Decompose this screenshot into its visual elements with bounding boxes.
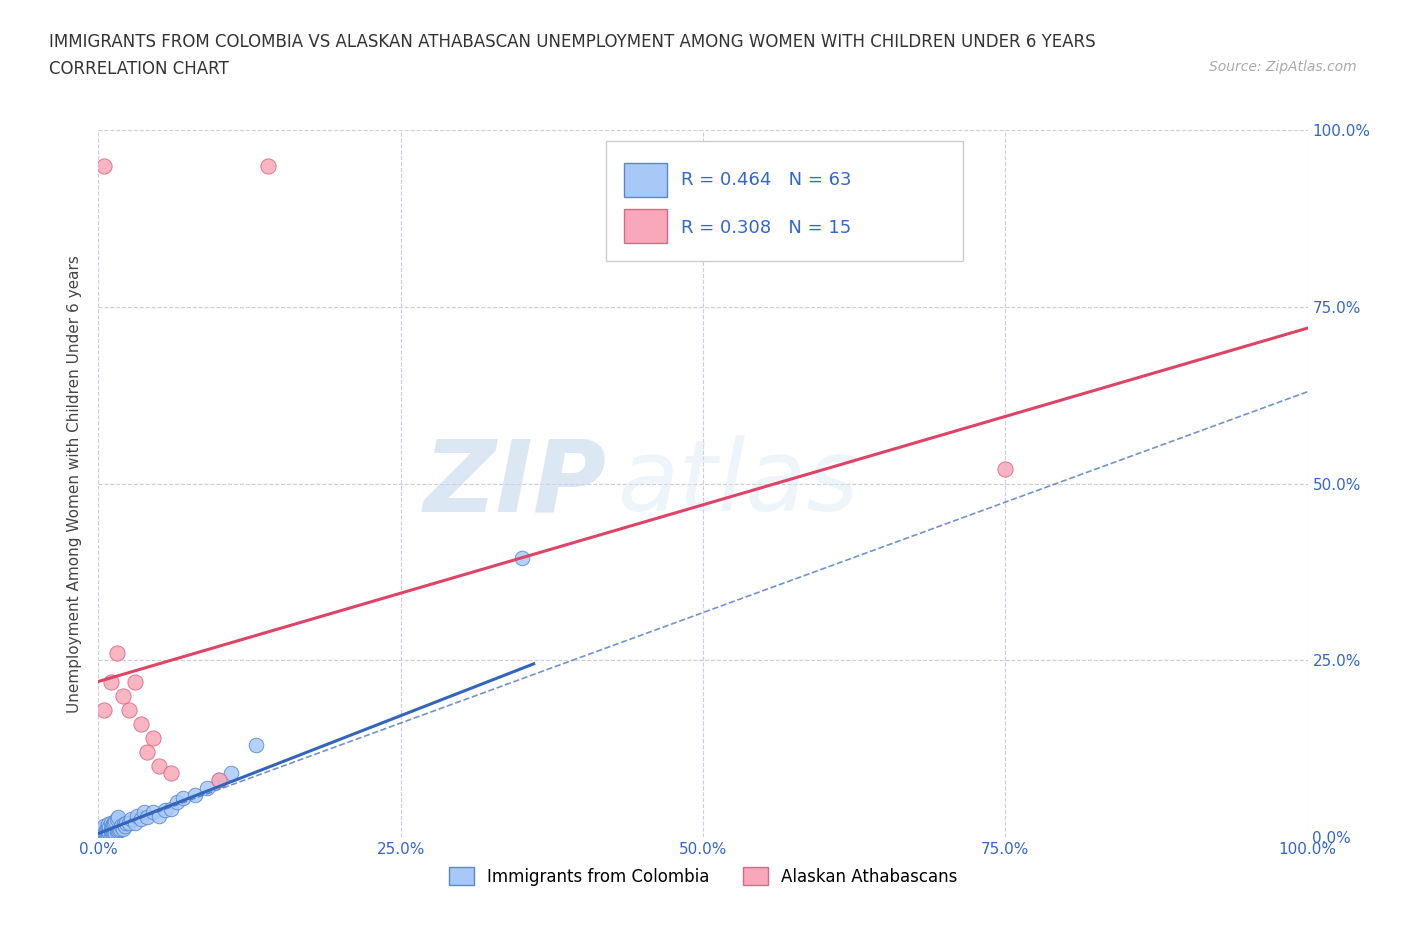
Point (118, 702, 141, 717)
Text: ZIP: ZIP (423, 435, 606, 532)
Point (110, 819, 132, 834)
Point (153, 803, 176, 817)
Text: CORRELATION CHART: CORRELATION CHART (49, 60, 229, 78)
Point (91, 825, 114, 840)
Text: Source: ZipAtlas.com: Source: ZipAtlas.com (1209, 60, 1357, 74)
Point (111, 821, 134, 836)
Point (89, 828, 111, 843)
Point (100, 822, 122, 837)
FancyBboxPatch shape (624, 164, 666, 197)
Point (97, 828, 120, 843)
Point (134, 804, 156, 819)
Point (89, 830, 111, 844)
Point (93, 826, 115, 841)
Point (245, 737, 267, 752)
Point (994, 462, 1017, 477)
Point (96, 821, 118, 836)
Point (135, 810, 157, 825)
Point (93, 702, 115, 717)
Point (107, 824, 129, 839)
Point (91, 822, 114, 837)
Point (98, 819, 121, 834)
Point (160, 802, 183, 817)
Point (90, 830, 112, 844)
Point (101, 827, 124, 842)
Point (97, 824, 120, 839)
Point (195, 780, 218, 795)
Y-axis label: Unemployment Among Women with Children Under 6 years: Unemployment Among Women with Children U… (67, 255, 83, 712)
Text: IMMIGRANTS FROM COLOMBIA VS ALASKAN ATHABASCAN UNEMPLOYMENT AMONG WOMEN WITH CHI: IMMIGRANTS FROM COLOMBIA VS ALASKAN ATHA… (49, 33, 1095, 50)
Point (108, 821, 131, 836)
Point (93, 830, 115, 844)
Point (510, 551, 533, 565)
Point (103, 825, 125, 840)
Point (97, 817, 120, 831)
Point (160, 766, 183, 781)
Point (124, 816, 146, 830)
Point (93, 158, 115, 173)
Point (111, 688, 134, 703)
Point (91, 827, 114, 842)
Point (184, 787, 207, 802)
Point (135, 745, 157, 760)
Point (172, 790, 194, 805)
Point (90, 826, 112, 841)
Point (115, 816, 138, 830)
Point (105, 645, 128, 660)
Point (118, 816, 141, 830)
Point (142, 731, 165, 746)
Legend: Immigrants from Colombia, Alaskan Athabascans: Immigrants from Colombia, Alaskan Athaba… (441, 861, 965, 892)
Point (91, 830, 114, 844)
Text: atlas: atlas (619, 435, 860, 532)
Point (124, 674, 146, 689)
Text: R = 0.464   N = 63: R = 0.464 N = 63 (682, 171, 852, 190)
Point (105, 825, 128, 840)
Point (100, 816, 122, 830)
Point (101, 817, 124, 831)
Text: R = 0.308   N = 15: R = 0.308 N = 15 (682, 219, 852, 237)
Point (221, 766, 243, 781)
Point (129, 812, 152, 827)
Point (100, 674, 122, 689)
Point (148, 759, 170, 774)
Point (100, 825, 122, 840)
Point (100, 828, 122, 843)
Point (94, 822, 117, 837)
Point (91, 830, 114, 844)
Point (127, 808, 149, 823)
Point (166, 794, 188, 809)
Point (100, 818, 122, 833)
FancyBboxPatch shape (624, 209, 666, 244)
Point (114, 819, 136, 834)
Point (91, 821, 114, 836)
Point (208, 773, 231, 788)
Point (129, 716, 152, 731)
Point (103, 816, 125, 830)
Point (96, 827, 118, 842)
Point (104, 814, 127, 829)
Point (148, 808, 170, 823)
FancyBboxPatch shape (606, 140, 963, 261)
Point (93, 819, 115, 834)
Point (256, 158, 278, 173)
Point (142, 804, 165, 819)
Point (120, 812, 142, 827)
Point (98, 826, 121, 841)
Point (108, 822, 131, 837)
Point (105, 812, 128, 827)
Point (112, 817, 135, 831)
Point (107, 810, 129, 825)
Point (104, 826, 127, 841)
Point (208, 773, 231, 788)
Point (94, 828, 117, 843)
